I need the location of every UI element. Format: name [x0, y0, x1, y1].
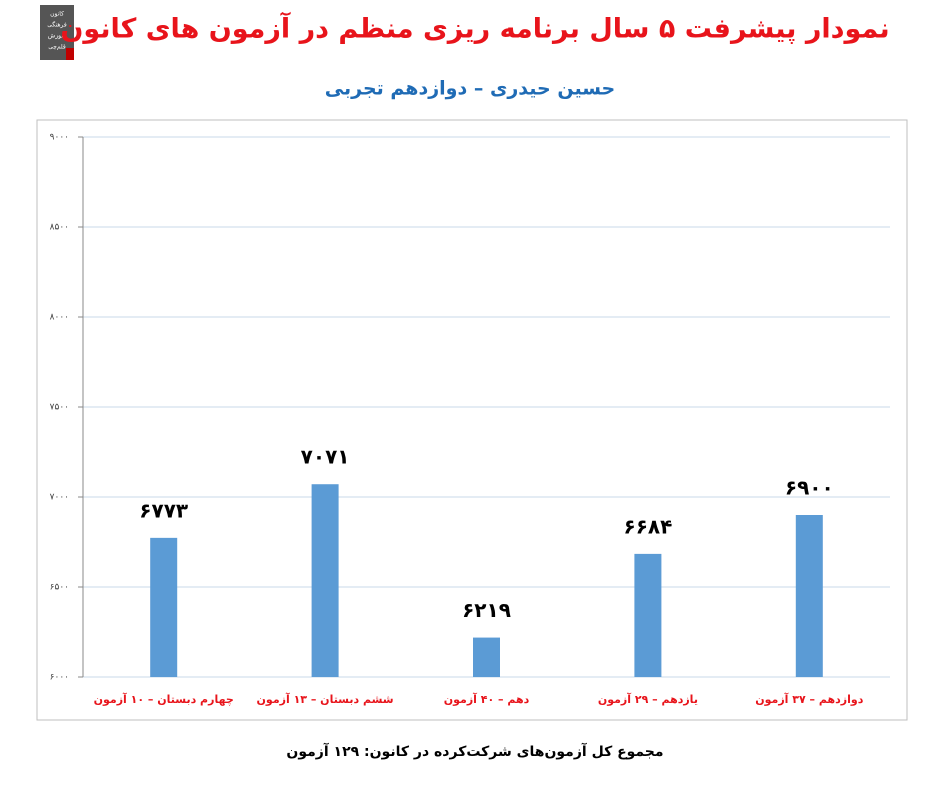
data-label: ۶۹۰۰ [785, 476, 834, 500]
bar [634, 553, 662, 677]
footer-note: مجموع کل آزمون‌های شرکت‌کرده در کانون: ۱… [286, 742, 663, 760]
chart-title: نمودار پیشرفت ۵ سال برنامه ریزی منظم در … [60, 12, 889, 45]
x-tick-label: یازدهم – ۲۹ آزمون [598, 692, 698, 706]
chart-subtitle: حسین حیدری – دوازدهم تجربی [325, 78, 615, 100]
logo-text: کانون [50, 11, 64, 18]
x-tick-label: ششم دبستان – ۱۳ آزمون [257, 692, 394, 706]
bar [150, 537, 178, 677]
y-tick-label: ۹۰۰۰ [50, 133, 69, 143]
logo-text: فرهنگی [47, 21, 67, 29]
logo-text: قلم‌چی [48, 44, 66, 51]
bar [473, 637, 500, 677]
bar [795, 515, 823, 677]
x-tick-label: دهم – ۴۰ آزمون [444, 692, 530, 706]
y-tick-label: ۷۰۰۰ [50, 493, 69, 503]
plot-frame [36, 119, 908, 721]
y-tick-label: ۶۰۰۰ [50, 673, 69, 683]
data-label: ۶۷۷۳ [139, 498, 188, 522]
data-label: ۷۰۷۱ [301, 445, 350, 469]
y-tick-label: ۶۵۰۰ [50, 583, 69, 593]
bar [311, 484, 339, 677]
y-tick-label: ۸۵۰۰ [50, 223, 69, 233]
y-tick-label: ۷۵۰۰ [50, 403, 69, 413]
data-label: ۶۲۱۹ [462, 598, 511, 622]
logo-text: آموزش [48, 31, 67, 40]
x-tick-label: چهارم دبستان – ۱۰ آزمون [94, 692, 234, 706]
data-label: ۶۶۸۴ [623, 514, 672, 538]
logo-accent [66, 48, 74, 60]
x-tick-label: دوازدهم – ۳۷ آزمون [755, 692, 863, 706]
y-tick-label: ۸۰۰۰ [50, 313, 69, 323]
